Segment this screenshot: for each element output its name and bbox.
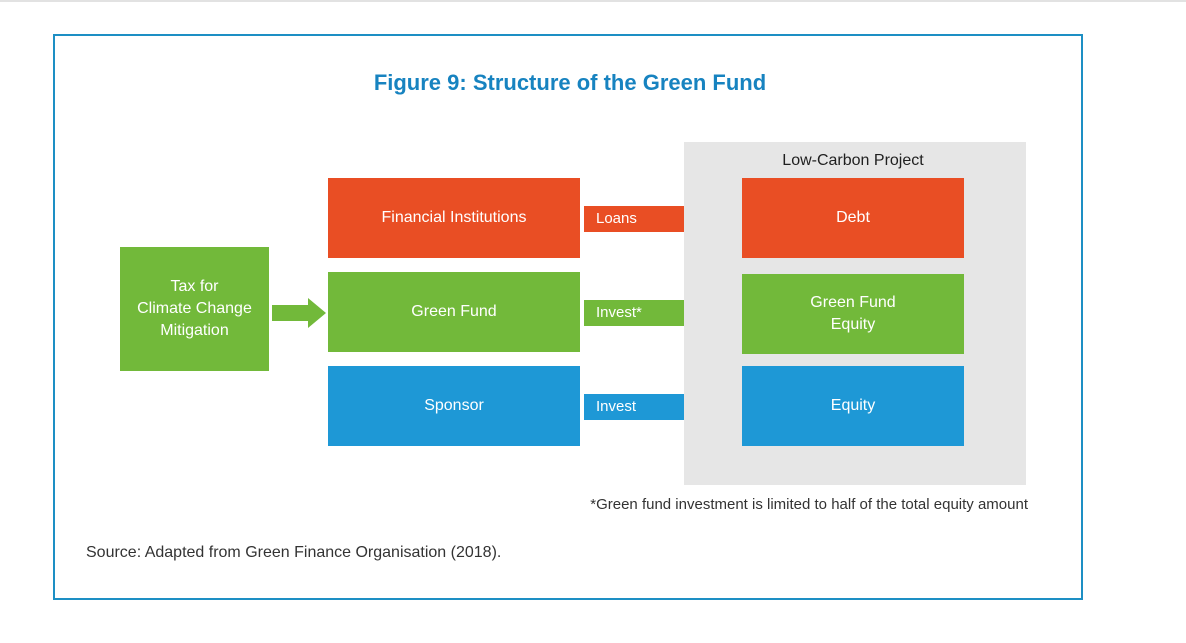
top-rule: [0, 0, 1186, 2]
provider-green-fund: Green Fund: [328, 272, 580, 352]
green-invest-label: Invest*: [596, 304, 642, 321]
tax-box: Tax for Climate Change Mitigation: [120, 247, 269, 371]
component-line: Equity: [830, 397, 876, 414]
provider-sponsor: Sponsor: [328, 366, 580, 446]
loans-label: Loans: [596, 210, 637, 227]
footnote: *Green fund investment is limited to hal…: [590, 496, 1028, 513]
tax-box-line: Tax for: [170, 278, 219, 295]
tax-box-line: Climate Change: [137, 300, 252, 317]
component-line: Debt: [836, 209, 870, 226]
project-equity: Equity: [742, 366, 964, 446]
tax-to-green-fund-arrow: [272, 298, 326, 328]
figure-frame: [53, 34, 1083, 600]
provider-label: Green Fund: [411, 303, 497, 320]
tax-box-line: Mitigation: [160, 322, 229, 339]
project-title: Low-Carbon Project: [782, 152, 924, 169]
provider-label: Sponsor: [424, 397, 484, 414]
component-line: Equity: [830, 316, 876, 333]
provider-label: Financial Institutions: [381, 209, 527, 226]
project-green-fund-equity: Green Fund Equity: [742, 274, 964, 354]
sponsor-invest-label: Invest: [596, 398, 637, 415]
figure-title: Figure 9: Structure of the Green Fund: [373, 70, 767, 95]
source-note: Source: Adapted from Green Finance Organ…: [86, 544, 502, 561]
provider-financial-institutions: Financial Institutions: [328, 178, 580, 258]
project-debt: Debt: [742, 178, 964, 258]
component-line: Green Fund: [810, 294, 896, 311]
